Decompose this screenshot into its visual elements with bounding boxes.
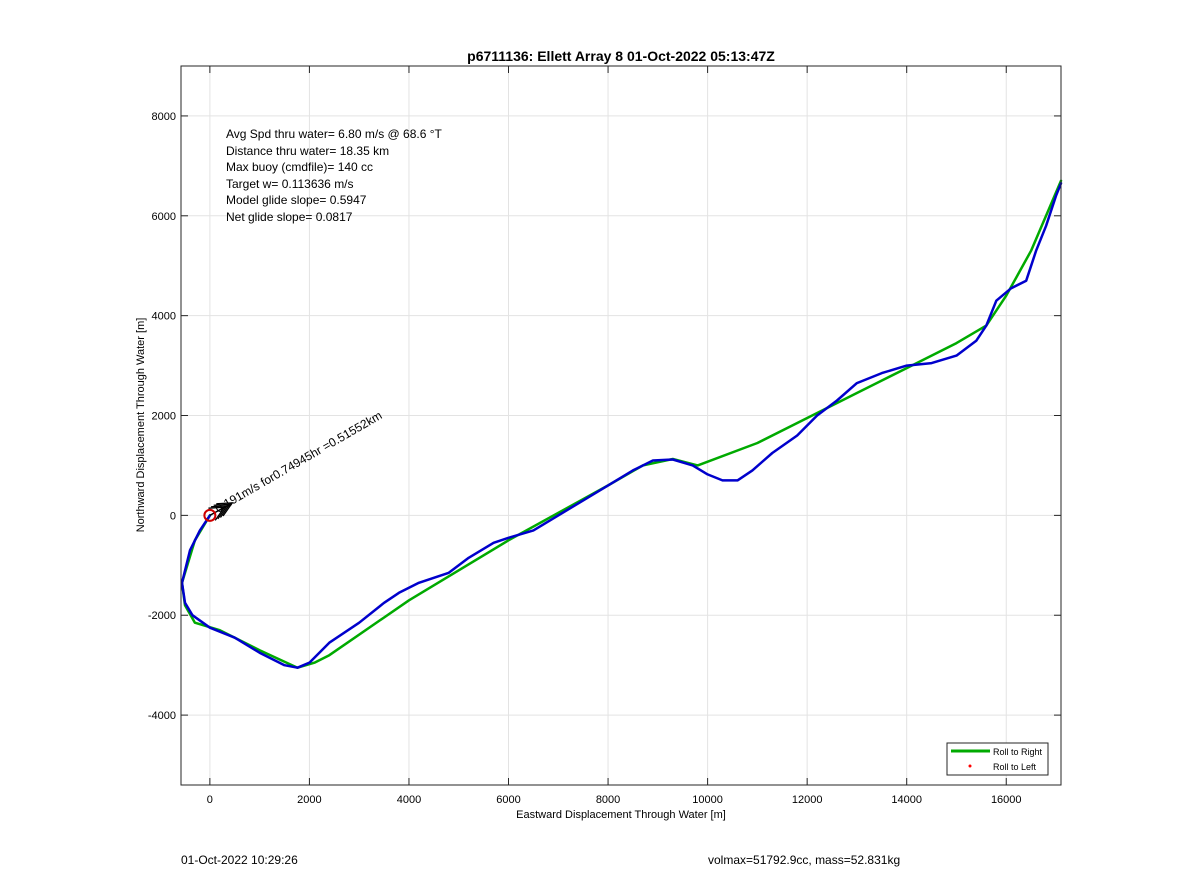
start-marker bbox=[203, 508, 217, 522]
current-arrow-head bbox=[208, 506, 226, 521]
tick-layer bbox=[181, 66, 1061, 785]
marker-layer bbox=[203, 502, 234, 522]
y-tick-label: -2000 bbox=[148, 610, 176, 622]
y-tick-label: 8000 bbox=[152, 111, 176, 123]
current-arrow-head bbox=[216, 502, 234, 517]
series-track-line bbox=[180, 182, 1063, 669]
x-tick-label: 4000 bbox=[397, 794, 421, 806]
x-tick-label: 0 bbox=[207, 794, 213, 806]
footer-timestamp: 01-Oct-2022 10:29:26 bbox=[181, 853, 298, 867]
x-tick-label: 6000 bbox=[496, 794, 520, 806]
grid bbox=[181, 66, 1061, 785]
legend-box bbox=[946, 742, 1049, 776]
x-tick-label: 12000 bbox=[792, 794, 823, 806]
legend: Roll to Right Roll to Left bbox=[946, 742, 1049, 776]
y-tick-label: 0 bbox=[170, 510, 176, 522]
series-layer bbox=[180, 179, 1063, 669]
x-tick-label: 14000 bbox=[891, 794, 922, 806]
plot-frame bbox=[180, 65, 1062, 786]
x-tick-label: 2000 bbox=[297, 794, 321, 806]
plot-area bbox=[181, 66, 1061, 785]
y-axis-label: Northward Displacement Through Water [m] bbox=[135, 318, 147, 533]
legend-swatch-roll-left bbox=[968, 764, 972, 768]
annotation-max-buoy: Max buoy (cmdfile)= 140 cc bbox=[226, 160, 373, 174]
x-tick-label: 16000 bbox=[991, 794, 1022, 806]
annotation-net-glide: Net glide slope= 0.0817 bbox=[226, 210, 353, 224]
x-tick-label: 8000 bbox=[596, 794, 620, 806]
y-tick-label: 6000 bbox=[152, 211, 176, 223]
annotation-distance: Distance thru water= 18.35 km bbox=[226, 144, 389, 158]
x-tick-labels: 0 2000 4000 6000 8000 10000 12000 14000 16000 bbox=[207, 794, 1022, 806]
chart-title: p6711136: Ellett Array 8 01-Oct-2022 05:… bbox=[467, 48, 775, 64]
current-arrow-head bbox=[211, 505, 229, 520]
annotation-target-w: Target w= 0.113636 m/s bbox=[226, 177, 354, 191]
footer-volmax-mass: volmax=51792.9cc, mass=52.831kg bbox=[708, 853, 901, 867]
x-tick-label: 10000 bbox=[692, 794, 723, 806]
annotation-avg-speed: Avg Spd thru water= 6.80 m/s @ 68.6 °T bbox=[226, 127, 443, 141]
y-tick-label: -4000 bbox=[148, 710, 176, 722]
legend-label-roll-left: Roll to Left bbox=[993, 762, 1037, 772]
current-arrow-head bbox=[213, 503, 231, 518]
stats-annotation: Avg Spd thru water= 6.80 m/s @ 68.6 °T D… bbox=[226, 127, 443, 224]
annotation-model-glide: Model glide slope= 0.5947 bbox=[226, 193, 367, 207]
legend-label-roll-right: Roll to Right bbox=[993, 747, 1043, 757]
y-tick-labels: -4000 -2000 0 2000 4000 6000 8000 bbox=[148, 111, 176, 722]
y-tick-label: 2000 bbox=[152, 411, 176, 423]
y-tick-label: 4000 bbox=[152, 311, 176, 323]
x-axis-label: Eastward Displacement Through Water [m] bbox=[516, 809, 726, 821]
